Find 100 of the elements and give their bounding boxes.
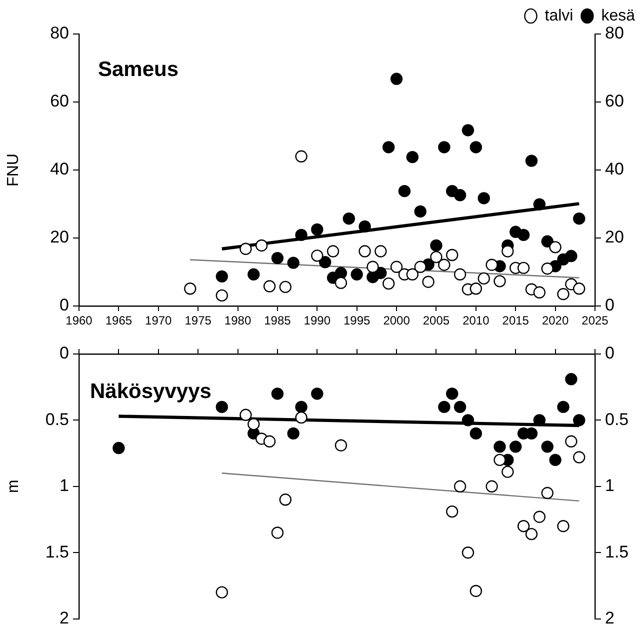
point bbox=[406, 150, 419, 164]
x-tick-label: 2010 bbox=[462, 314, 490, 328]
y2-tick-label: 0.5 bbox=[605, 410, 629, 429]
point bbox=[334, 266, 348, 280]
point bbox=[510, 440, 522, 453]
y-tick-label: 20 bbox=[50, 228, 69, 247]
x-tick-label: 2000 bbox=[383, 314, 410, 328]
y-tick-label: 0 bbox=[60, 296, 69, 315]
point bbox=[216, 289, 228, 302]
y2-tick-label: 40 bbox=[605, 160, 624, 179]
point bbox=[287, 256, 300, 269]
point bbox=[541, 486, 554, 500]
point bbox=[430, 250, 442, 264]
y2-tick-label: 1 bbox=[605, 476, 614, 496]
point bbox=[565, 435, 578, 448]
point bbox=[470, 141, 482, 154]
point bbox=[502, 466, 514, 478]
point bbox=[438, 258, 450, 271]
point bbox=[454, 400, 466, 414]
y-tick-label: 60 bbox=[50, 92, 69, 111]
point bbox=[112, 442, 125, 454]
y2-tick-label: 20 bbox=[605, 228, 624, 247]
point bbox=[295, 411, 308, 424]
point bbox=[478, 192, 490, 204]
point bbox=[557, 520, 570, 532]
point bbox=[414, 260, 426, 273]
point bbox=[486, 480, 498, 492]
point bbox=[414, 205, 426, 218]
x-tick-label: 2020 bbox=[542, 314, 569, 328]
point bbox=[549, 454, 562, 466]
point bbox=[517, 228, 530, 242]
point bbox=[216, 270, 228, 283]
point bbox=[557, 288, 570, 300]
x-tick-label: 2025 bbox=[582, 314, 609, 328]
point bbox=[573, 451, 586, 464]
point bbox=[382, 141, 395, 154]
point bbox=[549, 241, 562, 254]
point bbox=[517, 262, 530, 274]
point bbox=[374, 245, 387, 258]
y-tick-label: 40 bbox=[50, 160, 69, 179]
point bbox=[398, 184, 411, 198]
point bbox=[422, 276, 434, 288]
point bbox=[470, 282, 482, 295]
point bbox=[263, 435, 276, 448]
x-tick-label: 2005 bbox=[422, 314, 450, 328]
point bbox=[390, 260, 403, 273]
point bbox=[279, 280, 292, 294]
point bbox=[494, 275, 506, 288]
point bbox=[454, 480, 466, 492]
point bbox=[184, 282, 196, 295]
point bbox=[263, 280, 276, 292]
point bbox=[557, 400, 570, 414]
point bbox=[470, 427, 482, 440]
point bbox=[271, 388, 284, 400]
point bbox=[295, 228, 308, 242]
point bbox=[279, 494, 292, 506]
point bbox=[390, 72, 403, 85]
point bbox=[216, 586, 228, 598]
point bbox=[486, 258, 498, 271]
point bbox=[541, 262, 554, 275]
point bbox=[248, 418, 260, 430]
point bbox=[406, 268, 419, 280]
point bbox=[430, 239, 442, 252]
x-tick-label: 2015 bbox=[502, 314, 530, 328]
point bbox=[374, 266, 387, 280]
x-tick-label: 1960 bbox=[66, 314, 93, 328]
point bbox=[462, 124, 474, 136]
y-tick-label: 0.5 bbox=[45, 410, 69, 429]
y2-tick-label: 1.5 bbox=[605, 542, 629, 562]
point bbox=[271, 526, 284, 539]
point bbox=[533, 198, 546, 210]
y-axis-title: m bbox=[5, 480, 22, 494]
point bbox=[271, 252, 284, 264]
point bbox=[311, 250, 324, 262]
y-tick-label: 1 bbox=[60, 476, 69, 496]
y2-tick-label: 0 bbox=[605, 344, 614, 363]
point bbox=[494, 440, 506, 453]
x-tick-label: 1970 bbox=[145, 314, 172, 328]
point bbox=[533, 414, 546, 426]
point bbox=[454, 189, 466, 202]
point bbox=[248, 268, 260, 280]
point bbox=[462, 546, 474, 559]
y2-tick-label: 2 bbox=[605, 608, 614, 628]
point bbox=[446, 505, 458, 518]
point bbox=[438, 400, 450, 414]
point bbox=[311, 388, 324, 400]
y2-tick-label: 0 bbox=[605, 296, 614, 315]
point bbox=[533, 286, 546, 298]
y-tick-label: 2 bbox=[60, 608, 69, 628]
y2-tick-label: 80 bbox=[605, 24, 624, 43]
point bbox=[525, 154, 538, 167]
y-axis-title: FNU bbox=[5, 154, 22, 186]
point bbox=[494, 454, 506, 466]
point bbox=[255, 239, 268, 252]
y-tick-label: 0 bbox=[60, 344, 69, 363]
y-tick-label: 80 bbox=[50, 24, 69, 43]
point bbox=[438, 141, 450, 154]
y-tick-label: 1.5 bbox=[45, 542, 69, 562]
point bbox=[541, 440, 554, 453]
point bbox=[454, 268, 466, 280]
